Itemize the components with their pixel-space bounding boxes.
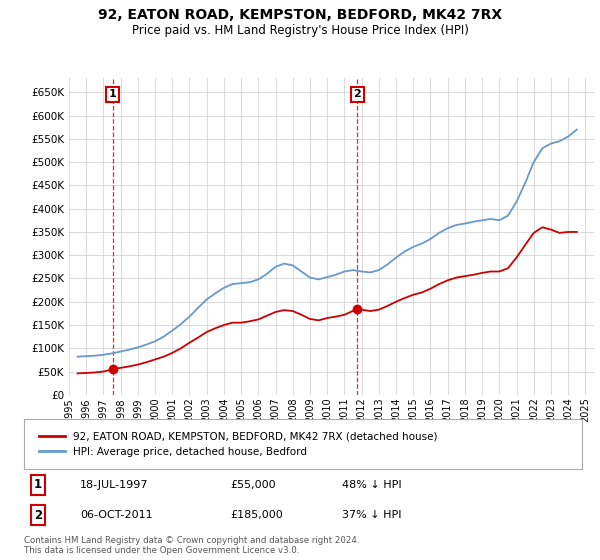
Text: 06-OCT-2011: 06-OCT-2011 <box>80 510 152 520</box>
Text: 37% ↓ HPI: 37% ↓ HPI <box>342 510 401 520</box>
Legend: 92, EATON ROAD, KEMPSTON, BEDFORD, MK42 7RX (detached house), HPI: Average price: 92, EATON ROAD, KEMPSTON, BEDFORD, MK42 … <box>35 427 442 461</box>
Text: 2: 2 <box>34 508 42 521</box>
Text: 18-JUL-1997: 18-JUL-1997 <box>80 480 148 490</box>
Text: £55,000: £55,000 <box>230 480 276 490</box>
Text: 48% ↓ HPI: 48% ↓ HPI <box>342 480 401 490</box>
Text: 1: 1 <box>109 90 116 100</box>
Text: 1: 1 <box>34 478 42 491</box>
Text: Price paid vs. HM Land Registry's House Price Index (HPI): Price paid vs. HM Land Registry's House … <box>131 24 469 36</box>
Text: Contains HM Land Registry data © Crown copyright and database right 2024.
This d: Contains HM Land Registry data © Crown c… <box>24 536 359 556</box>
Text: £185,000: £185,000 <box>230 510 283 520</box>
Text: 2: 2 <box>353 90 361 100</box>
Text: 92, EATON ROAD, KEMPSTON, BEDFORD, MK42 7RX: 92, EATON ROAD, KEMPSTON, BEDFORD, MK42 … <box>98 8 502 22</box>
